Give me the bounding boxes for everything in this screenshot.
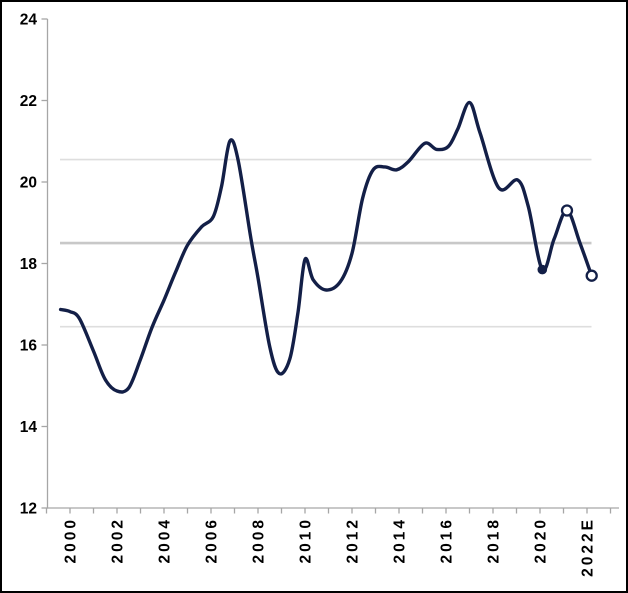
y-tick-label: 24: [20, 11, 38, 28]
x-tick-label: 2020: [533, 517, 550, 563]
axis-layer: [41, 18, 619, 514]
x-tick-label: 2002: [110, 517, 127, 563]
data-line: [58, 100, 594, 394]
x-tick-label: 2018: [486, 517, 503, 563]
y-tick-label: 16: [20, 337, 38, 354]
x-tick-label: 2010: [298, 517, 315, 563]
data-point-open: [585, 269, 598, 282]
y-tick-label: 18: [20, 256, 38, 273]
y-tick-label: 20: [20, 174, 37, 191]
x-tick-label: 2012: [345, 517, 362, 563]
data-point-filled: [537, 264, 548, 275]
x-tick-label: 2006: [204, 517, 221, 563]
gridline-layer: [60, 158, 592, 328]
x-tick-label: 2008: [251, 517, 268, 563]
y-tick-label: 22: [20, 93, 37, 110]
x-tick-label: 2014: [392, 517, 409, 563]
y-tick-label: 14: [20, 419, 38, 436]
marker-layer: [537, 204, 598, 282]
series-layer: [58, 100, 594, 394]
data-point-open: [560, 204, 574, 217]
x-tick-label: 2022E: [580, 517, 597, 577]
x-tick-label: 2016: [439, 517, 456, 563]
y-tick-label: 12: [20, 500, 37, 517]
label-layer: 12 14 16 18 20 22 24 2000 2002 2004 2006 2008 2010 20…: [20, 11, 597, 577]
x-tick-label: 2000: [63, 517, 80, 563]
x-tick-label: 2004: [157, 517, 174, 563]
